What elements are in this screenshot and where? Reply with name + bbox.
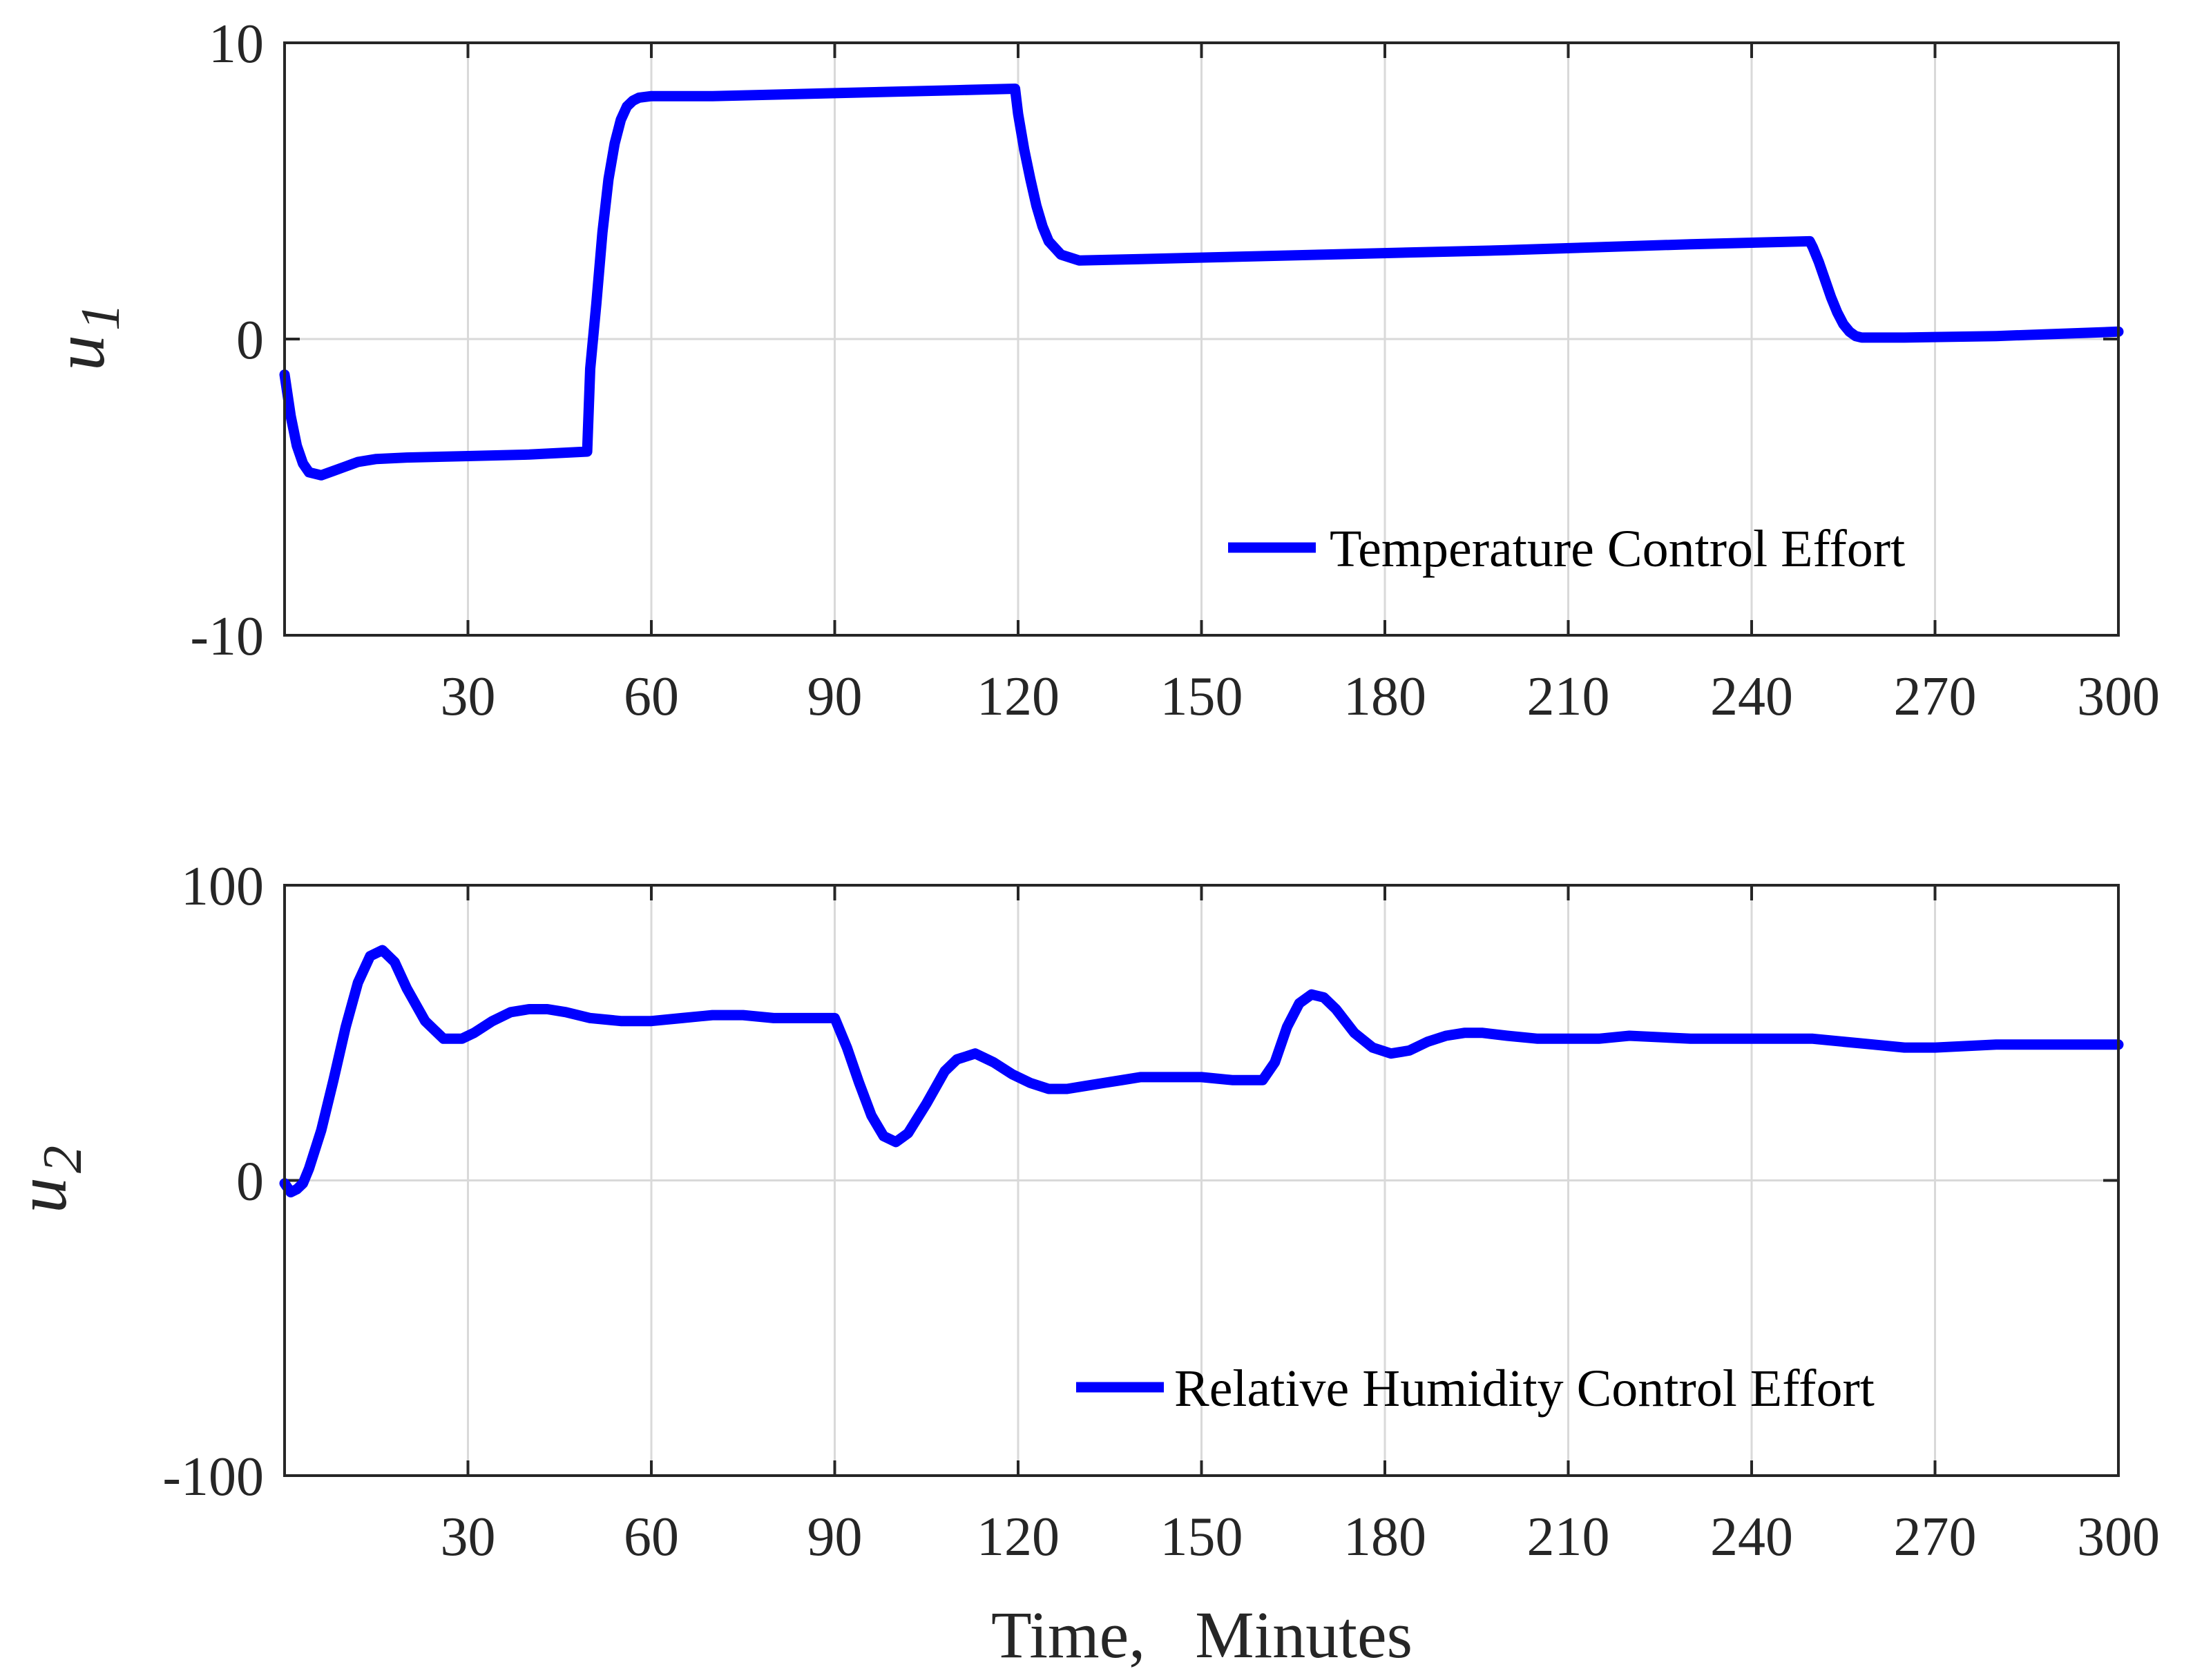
x-tick-label: 270 (1894, 666, 1977, 727)
x-tick-label: 270 (1894, 1507, 1977, 1567)
y-axis-label-base: u (2, 1177, 82, 1213)
x-tick-label: 150 (1160, 666, 1243, 727)
humidity-subplot: 30 60 90 120 150 180 210 240 270 300 -100 0 100 Rel… (2, 856, 2160, 1672)
legend: Relative Humidity Control Effort (1076, 1360, 1875, 1418)
x-tick-label: 120 (977, 666, 1060, 727)
x-tick-label: 180 (1343, 666, 1426, 727)
x-tick-label: 60 (624, 1507, 679, 1567)
x-tick-label: 300 (2077, 666, 2160, 727)
legend: Temperature Control Effort (1228, 520, 1905, 578)
x-tick-label: 30 (441, 666, 496, 727)
x-tick-label: 300 (2077, 1507, 2160, 1567)
x-tick-labels: 30 60 90 120 150 180 210 240 270 300 (441, 1507, 2161, 1567)
y-tick-label: -10 (190, 606, 264, 667)
x-tick-label: 120 (977, 1507, 1060, 1567)
x-tick-label: 150 (1160, 1507, 1243, 1567)
y-tick-label: 0 (236, 310, 264, 371)
y-axis-label-u2: u2 (2, 1146, 93, 1213)
y-tick-label: 0 (236, 1152, 264, 1213)
x-tick-label: 210 (1527, 1507, 1610, 1567)
y-axis-label-subscript: 1 (70, 303, 131, 331)
y-tick-labels: -10 0 10 (190, 14, 264, 667)
x-tick-label: 90 (807, 666, 863, 727)
legend-entry-humidity: Relative Humidity Control Effort (1174, 1360, 1875, 1418)
axes-frame (283, 884, 2120, 1477)
x-tick-label: 210 (1527, 666, 1610, 727)
y-axis-label-u1: u1 (40, 303, 131, 371)
y-tick-labels: -100 0 100 (162, 856, 264, 1507)
x-tick-label: 240 (1710, 1507, 1793, 1567)
x-tick-label: 180 (1343, 1507, 1426, 1567)
y-axis-label-subscript: 2 (32, 1146, 93, 1173)
y-tick-label: 100 (181, 856, 264, 917)
y-tick-label: 10 (209, 14, 264, 75)
x-tick-label: 90 (807, 1507, 863, 1567)
temperature-subplot: 30 60 90 120 150 180 210 240 270 300 -10 0 10 Tempe… (40, 14, 2160, 727)
relative-humidity-control-effort-line (279, 945, 2124, 1198)
temperature-control-effort-line (279, 84, 2124, 481)
axes-frame (283, 41, 2120, 637)
y-tick-label: -100 (162, 1447, 264, 1507)
x-axis-label: Time, Minutes (991, 1598, 1412, 1672)
x-tick-label: 240 (1710, 666, 1793, 727)
x-tick-label: 60 (624, 666, 679, 727)
y-axis-label-base: u (40, 335, 119, 371)
x-tick-labels: 30 60 90 120 150 180 210 240 270 300 (441, 666, 2161, 727)
x-tick-label: 30 (441, 1507, 496, 1567)
legend-entry-temperature: Temperature Control Effort (1330, 520, 1905, 578)
